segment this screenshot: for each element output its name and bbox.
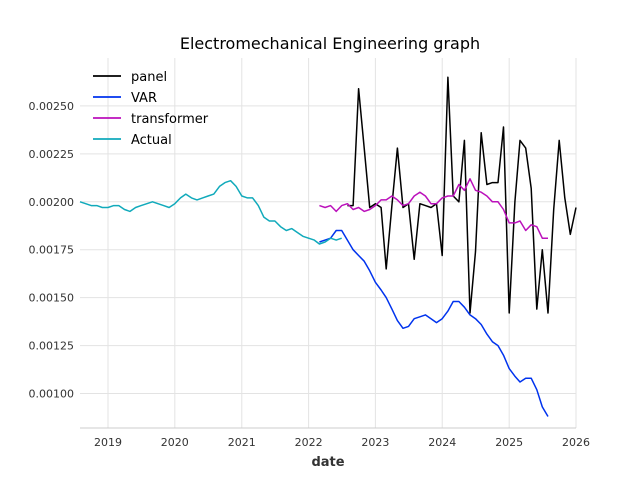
x-axis-title: date: [311, 455, 344, 470]
x-tick-label: 2024: [428, 436, 456, 449]
chart-title: Electromechanical Engineering graph: [180, 34, 480, 53]
series-line-actual: [79, 179, 342, 245]
legend-label-transformer: transformer: [131, 112, 209, 127]
y-tick-label: 0.00125: [29, 340, 75, 353]
series-line-transformer: [319, 178, 548, 239]
x-tick-label: 2021: [228, 436, 256, 449]
legend-label-var: VAR: [131, 91, 157, 106]
y-tick-label: 0.00150: [29, 292, 75, 305]
x-axis: 2019 2020 2021 2022 2023 2024 2025 2026: [94, 436, 590, 449]
x-tick-label: 2023: [361, 436, 389, 449]
x-tick-label: 2020: [161, 436, 189, 449]
x-tick-label: 2026: [562, 436, 590, 449]
series-line-panel: [347, 76, 577, 314]
legend-label-panel: panel: [131, 70, 167, 85]
y-axis: 0.00100 0.00125 0.00150 0.00175 0.00200 0.002…: [29, 100, 75, 401]
series-lines: [79, 76, 577, 417]
y-tick-label: 0.00100: [29, 387, 75, 400]
legend-label-actual: Actual: [131, 133, 172, 148]
y-tick-label: 0.00225: [29, 148, 75, 161]
x-tick-label: 2019: [94, 436, 122, 449]
x-tick-label: 2025: [495, 436, 523, 449]
series-line-var: [319, 229, 549, 417]
x-tick-label: 2022: [295, 436, 323, 449]
y-tick-label: 0.00250: [29, 100, 75, 113]
y-tick-label: 0.00175: [29, 244, 75, 257]
legend: panel VAR transformer Actual: [93, 70, 209, 148]
y-tick-label: 0.00200: [29, 196, 75, 209]
